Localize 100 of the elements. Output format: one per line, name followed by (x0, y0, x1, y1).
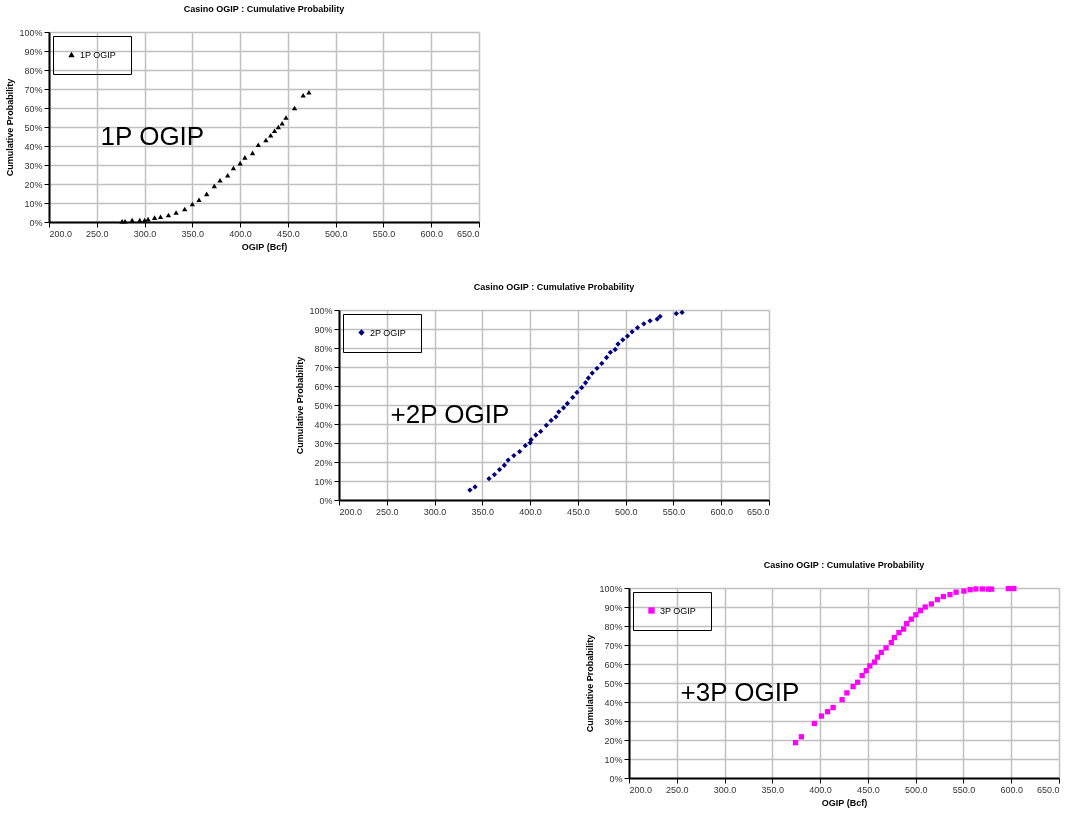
y-tick-label: 90% (314, 324, 333, 335)
point (928, 601, 934, 607)
point (275, 124, 281, 130)
point (883, 645, 889, 651)
point (867, 663, 873, 669)
y-axis-title: Cumulative Probability (585, 634, 596, 733)
y-axis-title: Cumulative Probability (5, 78, 16, 177)
x-tick-label: 400.0 (519, 506, 542, 517)
point (501, 462, 507, 468)
point (230, 165, 237, 171)
chart-title: Casino OGIP : Cumulative Probability (473, 282, 635, 292)
point (522, 443, 528, 449)
point (967, 587, 973, 593)
x-tick-label: 650.0 (456, 228, 480, 239)
y-tick-label: 20% (24, 179, 43, 190)
point (607, 349, 614, 356)
y-tick-label: 40% (24, 141, 43, 152)
point (620, 337, 626, 343)
point (300, 92, 306, 98)
point (871, 659, 878, 665)
point (679, 309, 685, 316)
y-tick-label: 0% (319, 495, 333, 506)
point (271, 128, 278, 134)
x-tick-label: 650.0 (746, 506, 770, 517)
y-tick-label: 90% (604, 602, 623, 613)
x-tick-label: 200.0 (339, 506, 363, 517)
point (165, 212, 172, 218)
x-tick-label: 300.0 (713, 784, 737, 795)
x-tick-label: 500.0 (904, 784, 928, 795)
y-tick-label: 60% (24, 103, 43, 114)
point (204, 191, 210, 197)
y-tick-label: 40% (604, 697, 623, 708)
y-tick-label: 10% (24, 198, 43, 209)
point (961, 588, 967, 594)
point (283, 115, 289, 120)
annotation: 1P OGIP (100, 120, 205, 151)
point (599, 360, 605, 367)
point (922, 604, 928, 610)
point (570, 394, 576, 401)
point (634, 325, 641, 331)
annotation: +3P OGIP (680, 676, 800, 707)
point (896, 630, 902, 636)
point (157, 214, 164, 219)
legend-label: 3P OGIP (660, 605, 696, 616)
y-tick-label: 30% (314, 438, 333, 449)
point (496, 466, 503, 473)
y-tick-label: 0% (609, 773, 623, 784)
point (249, 150, 256, 156)
y-tick-label: 50% (24, 122, 43, 133)
y-tick-label: 70% (314, 362, 333, 373)
point (850, 683, 856, 690)
x-tick-label: 550.0 (662, 506, 686, 517)
point (818, 713, 825, 719)
point (491, 471, 498, 478)
y-tick-label: 100% (19, 27, 43, 38)
y-tick-label: 70% (24, 84, 43, 95)
x-tick-label: 300.0 (133, 228, 157, 239)
x-axis-title: OGIP (Bcf) (241, 241, 288, 252)
x-tick-label: 350.0 (761, 784, 785, 795)
point (548, 417, 554, 424)
point (225, 172, 231, 178)
point (189, 201, 195, 207)
y-tick-label: 10% (604, 754, 623, 765)
y-tick-label: 0% (29, 217, 43, 228)
point (979, 586, 986, 592)
point (844, 690, 850, 696)
x-tick-label: 450.0 (567, 506, 590, 517)
point (556, 409, 562, 415)
point (511, 452, 517, 459)
y-tick-label: 100% (309, 305, 333, 316)
x-tick-label: 350.0 (181, 228, 205, 239)
point (564, 400, 571, 407)
y-tick-label: 60% (604, 659, 623, 670)
point (537, 428, 544, 435)
y-tick-label: 80% (604, 621, 623, 632)
x-tick-label: 400.0 (809, 784, 832, 795)
point (306, 89, 312, 95)
x-tick-label: 450.0 (857, 784, 880, 795)
x-tick-label: 350.0 (471, 506, 495, 517)
point (988, 586, 995, 592)
point (141, 217, 148, 223)
point (947, 592, 953, 598)
y-tick-label: 80% (24, 65, 43, 76)
point (151, 215, 158, 220)
point (953, 589, 959, 595)
point (585, 375, 592, 381)
legend-label: 1P OGIP (80, 49, 116, 60)
x-tick-label: 650.0 (1036, 784, 1060, 795)
point (560, 405, 567, 411)
y-tick-label: 90% (24, 46, 43, 57)
x-tick-label: 200.0 (49, 228, 73, 239)
x-tick-label: 600.0 (1000, 784, 1023, 795)
x-axis-title: OGIP (Bcf) (821, 797, 868, 808)
x-tick-label: 550.0 (952, 784, 976, 795)
y-tick-label: 70% (604, 640, 623, 651)
point (579, 385, 585, 391)
point (900, 626, 907, 632)
point (211, 183, 217, 189)
x-tick-label: 550.0 (372, 228, 396, 239)
x-tick-label: 250.0 (376, 506, 399, 517)
